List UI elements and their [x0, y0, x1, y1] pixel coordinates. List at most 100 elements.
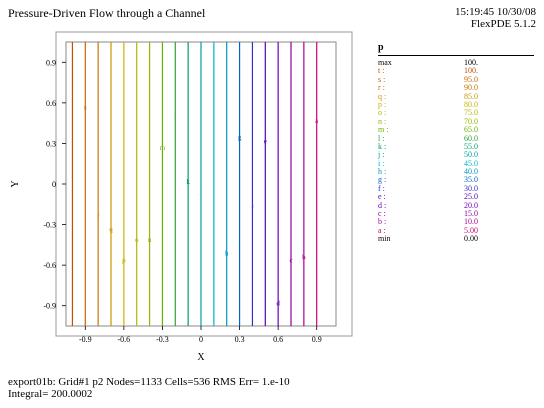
y-axis-label: Y	[10, 180, 21, 187]
legend-key: l :	[378, 133, 385, 143]
legend-value: 90.0	[464, 83, 478, 93]
footer-stats: export01b: Grid#1 p2 Nodes=1133 Cells=53…	[8, 376, 290, 388]
x-tick-label: -0.6	[118, 335, 131, 344]
contour-label-k: k	[186, 178, 190, 186]
y-tick-label: 0.9	[46, 58, 56, 67]
legend-value: 65.0	[464, 125, 478, 135]
legend-row: p : 80.0	[378, 99, 534, 109]
x-tick-label: -0.3	[156, 335, 169, 344]
x-tick-label: 0.9	[312, 335, 322, 344]
legend-row: m : 65.0	[378, 125, 534, 135]
legend-row: i : 45.0	[378, 158, 534, 168]
legend-key: c :	[378, 209, 386, 219]
legend-value: 20.0	[464, 200, 478, 210]
y-tick-label: -0.3	[43, 221, 56, 230]
contour-label-b: b	[302, 254, 306, 262]
legend-row: b : 10.0	[378, 217, 534, 227]
contour-label-c: c	[289, 256, 292, 264]
legend-value: 50.0	[464, 150, 478, 160]
legend-key: r :	[378, 83, 385, 93]
legend-value: 95.0	[464, 74, 478, 84]
footer-integral: Integral= 200.0002	[8, 388, 93, 400]
legend-key: o :	[378, 108, 387, 118]
legend-value: 25.0	[464, 192, 478, 202]
x-axis-label: X	[197, 352, 205, 363]
contour-label-m: m	[160, 144, 166, 152]
legend-key: t :	[378, 66, 385, 76]
legend-key: a :	[378, 225, 386, 235]
version-label: FlexPDE 5.1.2	[470, 18, 536, 30]
legend-row: k : 55.0	[378, 141, 534, 151]
legend-rows: max 100. t : 100. s : 95.0 r : 90.0 q : 85.0 p : 80…	[378, 58, 534, 244]
x-tick-label: 0.6	[273, 335, 283, 344]
y-tick-label: -0.9	[43, 302, 56, 311]
legend-value: 100.	[464, 58, 478, 67]
legend-key: q :	[378, 91, 387, 101]
contour-label-q: q	[109, 225, 113, 233]
x-tick-label: 0	[199, 335, 203, 344]
contour-label-d: d	[276, 300, 280, 308]
legend-key: h :	[378, 167, 387, 177]
contour-label-p: p	[122, 256, 126, 264]
legend-row: s : 95.0	[378, 74, 534, 84]
contour-label-n: n	[148, 236, 152, 244]
contour-label-i: i	[213, 70, 215, 78]
legend-row: o : 75.0	[378, 108, 534, 118]
legend-key: b :	[378, 217, 387, 227]
legend-value: 40.0	[464, 167, 478, 177]
legend-row: q : 85.0	[378, 91, 534, 101]
legend-row: d : 20.0	[378, 200, 534, 210]
legend-row: e : 25.0	[378, 192, 534, 202]
contour-label-o: o	[135, 236, 139, 244]
legend-value: 0.00	[464, 234, 478, 244]
legend-key: max	[378, 58, 392, 67]
legend-value: 70.0	[464, 116, 478, 126]
timestamp-version: 15:19:45 10/30/08 FlexPDE 5.1.2	[455, 6, 536, 30]
legend-value: 5.00	[464, 225, 478, 235]
legend-key: j :	[378, 150, 385, 160]
legend-key: g :	[378, 175, 387, 185]
contour-label-h: h	[225, 250, 229, 258]
legend-value: 10.0	[464, 217, 478, 227]
legend-key: s :	[378, 74, 386, 84]
legend-row: g : 35.0	[378, 175, 534, 185]
contour-label-r: r	[97, 212, 100, 220]
legend-key: d :	[378, 200, 387, 210]
legend-key: p :	[378, 99, 387, 109]
legend-row: n : 70.0	[378, 116, 534, 126]
contour-label-f: f	[251, 205, 254, 213]
legend-value: 60.0	[464, 133, 478, 143]
contour-label-t: t	[71, 77, 73, 85]
legend-key: k :	[378, 141, 387, 151]
contour-label-a: a	[315, 117, 319, 125]
legend-title: p	[378, 42, 384, 53]
legend-key: m :	[378, 125, 389, 135]
x-tick-label: 0.3	[235, 335, 245, 344]
legend-row: c : 15.0	[378, 209, 534, 219]
legend-row: a : 5.00	[378, 225, 534, 235]
legend-value: 15.0	[464, 209, 478, 219]
legend: p max 100. t :100. s :95.0 r :90.0 q :85.0 p :…	[378, 42, 534, 244]
legend-key: n :	[378, 116, 387, 126]
contour-label-j: j	[199, 187, 202, 195]
y-tick-label: 0.6	[46, 99, 56, 108]
legend-row: r : 90.0	[378, 83, 534, 93]
timestamp: 15:19:45 10/30/08	[455, 6, 536, 18]
legend-value: 45.0	[464, 158, 478, 168]
legend-value: 35.0	[464, 175, 478, 185]
legend-value: 75.0	[464, 108, 478, 118]
legend-key: min	[378, 234, 391, 244]
legend-value: 85.0	[464, 91, 478, 101]
legend-value: 80.0	[464, 99, 478, 109]
legend-value: 55.0	[464, 141, 478, 151]
contour-label-s: s	[84, 104, 87, 112]
legend-row: min 0.00	[378, 234, 534, 244]
legend-value: 30.0	[464, 183, 478, 193]
legend-row: t : 100.	[378, 66, 534, 76]
contour-label-g: g	[238, 133, 242, 141]
contour-label-e: e	[264, 137, 267, 145]
legend-row: l : 60.0	[378, 133, 534, 143]
legend-key: e :	[378, 192, 386, 202]
y-tick-label: -0.6	[43, 261, 56, 270]
